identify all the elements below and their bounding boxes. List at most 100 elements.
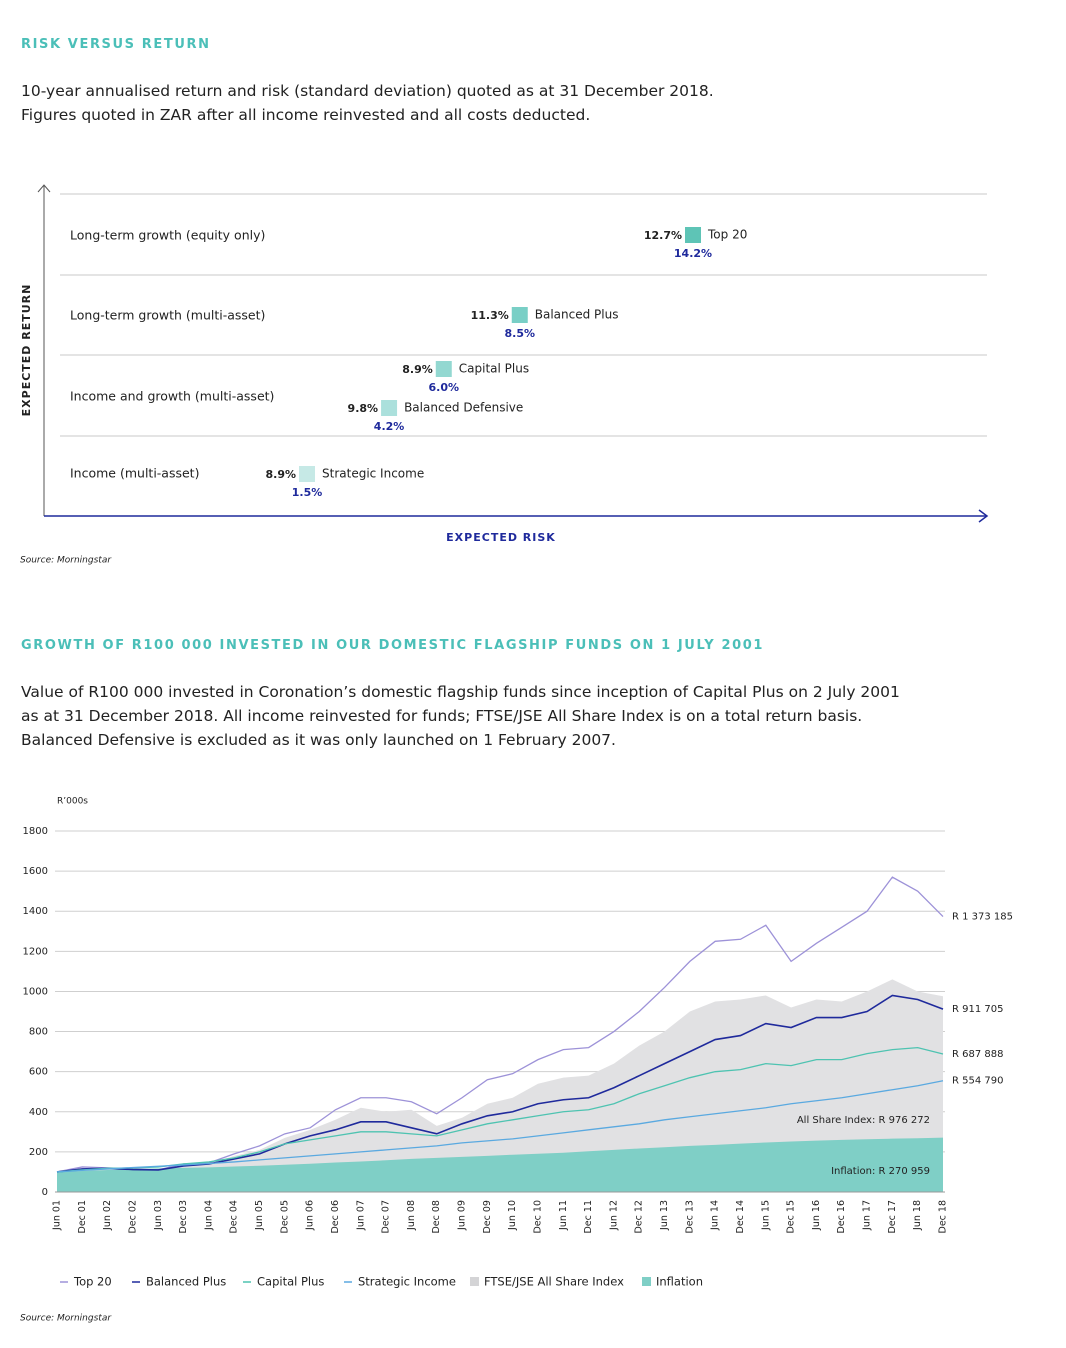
x-tick-label: Dec 01 <box>77 1200 88 1234</box>
x-tick-label: Dec 10 <box>532 1200 543 1234</box>
x-tick-label: Dec 09 <box>482 1200 493 1234</box>
x-arrow <box>978 509 989 523</box>
line <box>56 1046 944 1173</box>
y-axis-label: EXPECTED RETURN <box>20 284 33 417</box>
end-label: R 1 373 185 <box>952 912 1013 923</box>
line <box>56 876 944 1173</box>
y-tick-label: 1000 <box>23 986 48 997</box>
risk-label: 1.5% <box>292 486 323 499</box>
x-tick-label: Jun 06 <box>305 1200 316 1231</box>
x-tick-label: Jun 08 <box>406 1200 417 1231</box>
end-label: R 554 790 <box>952 1076 1003 1087</box>
line <box>56 1080 944 1173</box>
legend-swatch <box>470 1277 479 1286</box>
risk-label: 4.2% <box>374 420 405 433</box>
fund-marker <box>299 466 315 482</box>
row-label: Income and growth (multi-asset) <box>70 389 274 404</box>
y-arrow <box>37 184 51 193</box>
x-tick-label: Jun 12 <box>608 1200 619 1231</box>
intro-line: 10-year annualised return and risk (stan… <box>21 82 714 100</box>
intro-paragraph: Value of R100 000 invested in Coronation… <box>21 683 900 749</box>
end-label: R 911 705 <box>952 1004 1003 1015</box>
legend-label: Top 20 <box>73 1275 112 1289</box>
source: Source: Morningstar <box>20 556 112 566</box>
y-tick-label: 1400 <box>23 906 48 917</box>
row-label: Long-term growth (multi-asset) <box>70 308 265 323</box>
x-tick-label: Dec 03 <box>178 1200 189 1234</box>
fund-marker <box>685 227 701 243</box>
x-tick-label: Jun 15 <box>760 1200 771 1231</box>
x-tick-label: Jun 10 <box>507 1200 518 1231</box>
fund-name: Strategic Income <box>322 467 424 481</box>
y-tick-label: 1800 <box>23 826 48 837</box>
x-tick-label: Dec 04 <box>229 1200 240 1234</box>
x-tick-label: Dec 08 <box>431 1200 442 1234</box>
return-label: 12.7% <box>644 229 682 242</box>
legend-swatch <box>642 1277 651 1286</box>
risk-label: 8.5% <box>504 327 535 340</box>
section-title: GROWTH OF R100 000 INVESTED IN OUR DOMES… <box>21 638 765 653</box>
x-tick-label: Dec 12 <box>634 1200 645 1234</box>
fund-marker <box>511 307 528 323</box>
return-label: 8.9% <box>265 468 296 481</box>
y-unit: R’000s <box>57 797 88 807</box>
y-tick-label: 0 <box>42 1187 48 1198</box>
end-label: R 687 888 <box>952 1049 1003 1060</box>
x-tick-label: Jun 18 <box>912 1200 923 1231</box>
legend-label: Strategic Income <box>358 1275 456 1289</box>
x-tick-label: Dec 16 <box>836 1200 847 1234</box>
area <box>57 979 943 1192</box>
y-tick-label: 200 <box>29 1147 48 1158</box>
risk-label: 14.2% <box>674 247 712 260</box>
legend-label: Capital Plus <box>257 1275 324 1289</box>
x-tick-label: Jun 16 <box>811 1200 822 1231</box>
x-tick-label: Jun 01 <box>52 1200 63 1231</box>
x-tick-label: Dec 17 <box>887 1200 898 1234</box>
x-tick-label: Dec 11 <box>583 1200 594 1234</box>
x-tick-label: Jun 03 <box>153 1200 164 1231</box>
legend-label: Balanced Plus <box>146 1275 226 1289</box>
x-tick-label: Jun 11 <box>558 1200 569 1231</box>
risk-label: 6.0% <box>429 381 460 394</box>
y-tick-label: 1600 <box>23 866 48 877</box>
end-label: All Share Index: R 976 272 <box>797 1115 930 1126</box>
y-tick-label: 600 <box>29 1067 48 1078</box>
fund-marker <box>381 400 398 416</box>
legend-label: Inflation <box>656 1275 703 1289</box>
y-tick-label: 800 <box>29 1027 48 1038</box>
fund-name: Top 20 <box>707 228 747 242</box>
x-tick-label: Jun 14 <box>710 1200 721 1231</box>
return-label: 8.9% <box>402 363 433 376</box>
fund-name: Balanced Plus <box>535 308 619 322</box>
area <box>57 1137 943 1192</box>
fund-marker <box>435 361 452 377</box>
y-tick-label: 400 <box>29 1107 48 1118</box>
return-label: 9.8% <box>348 402 379 415</box>
x-tick-label: Jun 09 <box>457 1200 468 1231</box>
intro-line: Figures quoted in ZAR after all income r… <box>21 106 591 124</box>
x-tick-label: Dec 06 <box>330 1200 341 1234</box>
return-label: 11.3% <box>471 309 509 322</box>
row-label: Long-term growth (equity only) <box>70 228 265 243</box>
x-tick-label: Jun 17 <box>862 1200 873 1231</box>
fund-name: Balanced Defensive <box>404 401 523 415</box>
x-tick-label: Dec 07 <box>381 1200 392 1234</box>
end-label: Inflation: R 270 959 <box>831 1166 930 1177</box>
x-tick-label: Jun 05 <box>254 1200 265 1231</box>
x-tick-label: Dec 02 <box>127 1200 138 1234</box>
x-tick-label: Dec 14 <box>735 1200 746 1234</box>
x-tick-label: Dec 15 <box>786 1200 797 1234</box>
x-tick-label: Dec 05 <box>279 1200 290 1234</box>
x-tick-label: Jun 04 <box>203 1200 214 1231</box>
source: Source: Morningstar <box>20 1314 112 1324</box>
legend-label: FTSE/JSE All Share Index <box>484 1275 624 1289</box>
x-tick-label: Jun 02 <box>102 1200 113 1231</box>
x-tick-label: Jun 07 <box>355 1200 366 1231</box>
row-label: Income (multi-asset) <box>70 466 199 481</box>
x-tick-label: Dec 18 <box>938 1200 949 1234</box>
x-tick-label: Dec 13 <box>684 1200 695 1234</box>
y-tick-label: 1200 <box>23 946 48 957</box>
x-axis-label: EXPECTED RISK <box>446 531 556 544</box>
